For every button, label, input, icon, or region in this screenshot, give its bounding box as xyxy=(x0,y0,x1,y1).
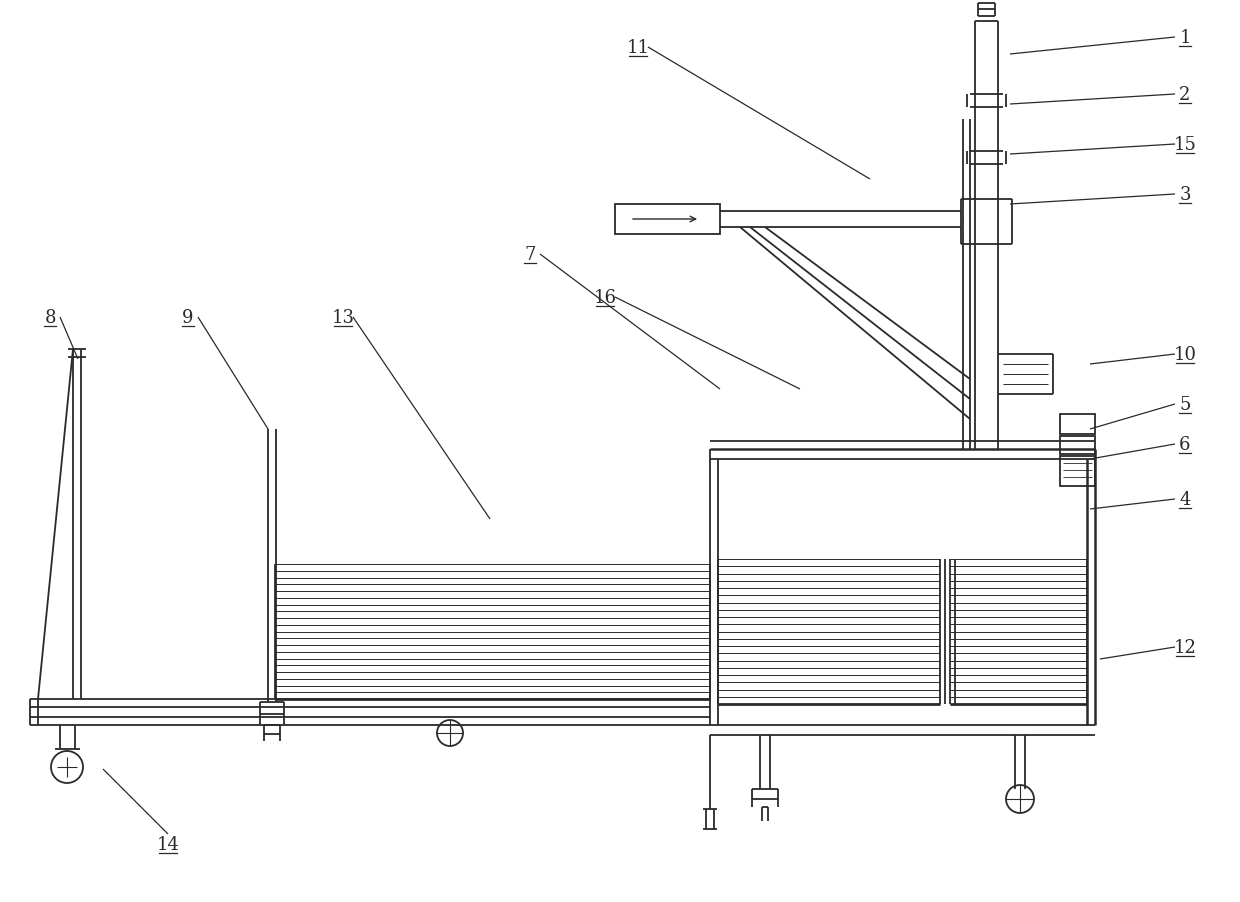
Text: 14: 14 xyxy=(156,835,180,853)
Text: 12: 12 xyxy=(1173,639,1197,657)
Bar xyxy=(615,205,720,235)
Text: 15: 15 xyxy=(1173,136,1197,154)
Text: 2: 2 xyxy=(1179,86,1190,104)
Bar xyxy=(1060,437,1095,455)
Text: 13: 13 xyxy=(331,308,355,327)
Text: 16: 16 xyxy=(594,289,616,307)
Text: 10: 10 xyxy=(1173,345,1197,364)
Bar xyxy=(1060,456,1095,486)
Text: 9: 9 xyxy=(182,308,193,327)
Text: 3: 3 xyxy=(1179,186,1190,204)
Text: 6: 6 xyxy=(1179,436,1190,454)
Text: 11: 11 xyxy=(626,39,650,57)
Text: 4: 4 xyxy=(1179,491,1190,509)
Bar xyxy=(1060,415,1095,435)
Text: 8: 8 xyxy=(45,308,56,327)
Text: 7: 7 xyxy=(525,245,536,263)
Text: 5: 5 xyxy=(1179,396,1190,413)
Text: 1: 1 xyxy=(1179,29,1190,47)
